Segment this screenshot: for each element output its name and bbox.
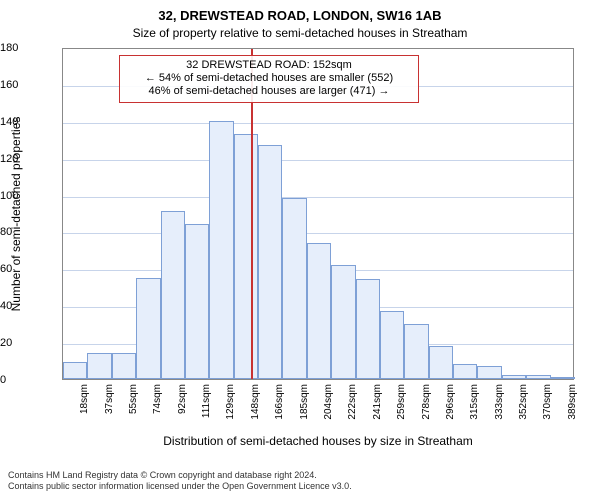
x-tick: 74sqm bbox=[152, 384, 163, 414]
bar bbox=[161, 211, 185, 379]
bar bbox=[112, 353, 136, 379]
x-tick: 389sqm bbox=[567, 384, 578, 420]
x-tick: 129sqm bbox=[225, 384, 236, 420]
x-tick: 37sqm bbox=[104, 384, 115, 414]
y-tick: 0 bbox=[0, 374, 58, 386]
x-tick: 185sqm bbox=[299, 384, 310, 420]
annotation-line3: 46% of semi-detached houses are larger (… bbox=[126, 85, 412, 98]
x-tick: 55sqm bbox=[128, 384, 139, 414]
bar bbox=[356, 279, 380, 379]
x-tick: 222sqm bbox=[347, 384, 358, 420]
bar bbox=[404, 324, 428, 379]
plot-area: 32 DREWSTEAD ROAD: 152sqm ← 54% of semi-… bbox=[62, 48, 574, 380]
x-tick: 148sqm bbox=[250, 384, 261, 420]
annotation-line1: 32 DREWSTEAD ROAD: 152sqm bbox=[126, 59, 412, 72]
x-tick: 111sqm bbox=[201, 384, 212, 418]
x-tick: 333sqm bbox=[494, 384, 505, 420]
credit-line2: Contains public sector information licen… bbox=[8, 481, 352, 492]
bar bbox=[258, 145, 282, 379]
x-axis-label: Distribution of semi-detached houses by … bbox=[163, 434, 473, 448]
gridline bbox=[63, 123, 573, 124]
x-tick: 259sqm bbox=[396, 384, 407, 420]
bar bbox=[477, 366, 501, 379]
bar bbox=[282, 198, 306, 379]
bar bbox=[380, 311, 404, 379]
gridline bbox=[63, 160, 573, 161]
bar bbox=[331, 265, 355, 379]
bar bbox=[136, 278, 160, 379]
x-tick: 241sqm bbox=[372, 384, 383, 420]
bar bbox=[502, 375, 526, 379]
x-tick: 92sqm bbox=[177, 384, 188, 414]
x-tick: 370sqm bbox=[542, 384, 553, 420]
x-tick: 204sqm bbox=[323, 384, 334, 420]
bar bbox=[87, 353, 111, 379]
bar bbox=[307, 243, 331, 379]
bar bbox=[551, 377, 575, 379]
chart-title: 32, DREWSTEAD ROAD, LONDON, SW16 1AB bbox=[0, 8, 600, 23]
property-size-histogram: 32, DREWSTEAD ROAD, LONDON, SW16 1AB Siz… bbox=[0, 0, 600, 500]
x-tick: 296sqm bbox=[445, 384, 456, 420]
chart-subtitle: Size of property relative to semi-detach… bbox=[0, 26, 600, 40]
gridline bbox=[63, 197, 573, 198]
bar bbox=[209, 121, 233, 379]
credits: Contains HM Land Registry data © Crown c… bbox=[8, 470, 352, 493]
annotation-box: 32 DREWSTEAD ROAD: 152sqm ← 54% of semi-… bbox=[119, 55, 419, 103]
x-tick: 166sqm bbox=[274, 384, 285, 420]
y-tick: 180 bbox=[0, 42, 58, 54]
y-axis-label: Number of semi-detached properties bbox=[9, 117, 23, 312]
y-tick: 160 bbox=[0, 79, 58, 91]
y-tick: 20 bbox=[0, 337, 58, 349]
x-tick: 352sqm bbox=[518, 384, 529, 420]
credit-line1: Contains HM Land Registry data © Crown c… bbox=[8, 470, 352, 481]
bar bbox=[429, 346, 453, 379]
bar bbox=[185, 224, 209, 379]
x-tick: 278sqm bbox=[421, 384, 432, 420]
bar bbox=[453, 364, 477, 379]
x-tick: 315sqm bbox=[469, 384, 480, 420]
x-tick: 18sqm bbox=[79, 384, 90, 414]
bar bbox=[234, 134, 258, 379]
annotation-line2: ← 54% of semi-detached houses are smalle… bbox=[126, 72, 412, 85]
gridline bbox=[63, 233, 573, 234]
bar bbox=[526, 375, 550, 379]
bar bbox=[63, 362, 87, 379]
